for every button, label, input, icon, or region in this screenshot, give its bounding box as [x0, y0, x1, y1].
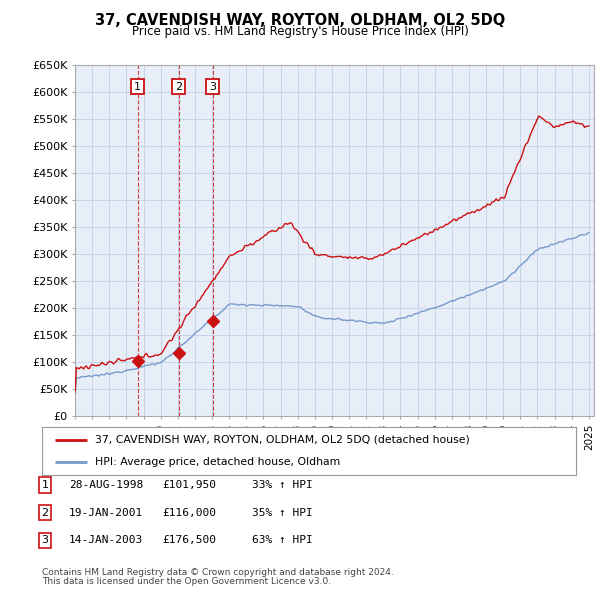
Text: 2: 2 — [175, 81, 182, 91]
Text: £116,000: £116,000 — [162, 508, 216, 517]
Text: £101,950: £101,950 — [162, 480, 216, 490]
Text: 37, CAVENDISH WAY, ROYTON, OLDHAM, OL2 5DQ: 37, CAVENDISH WAY, ROYTON, OLDHAM, OL2 5… — [95, 13, 505, 28]
Text: 63% ↑ HPI: 63% ↑ HPI — [252, 536, 313, 545]
Text: 3: 3 — [41, 536, 49, 545]
Text: 37, CAVENDISH WAY, ROYTON, OLDHAM, OL2 5DQ (detached house): 37, CAVENDISH WAY, ROYTON, OLDHAM, OL2 5… — [95, 435, 470, 445]
Text: 19-JAN-2001: 19-JAN-2001 — [69, 508, 143, 517]
Text: £176,500: £176,500 — [162, 536, 216, 545]
Text: 2: 2 — [41, 508, 49, 517]
Text: 14-JAN-2003: 14-JAN-2003 — [69, 536, 143, 545]
Text: 1: 1 — [41, 480, 49, 490]
Text: 1: 1 — [134, 81, 141, 91]
Text: 3: 3 — [209, 81, 216, 91]
Text: 33% ↑ HPI: 33% ↑ HPI — [252, 480, 313, 490]
Text: Contains HM Land Registry data © Crown copyright and database right 2024.: Contains HM Land Registry data © Crown c… — [42, 568, 394, 577]
Text: This data is licensed under the Open Government Licence v3.0.: This data is licensed under the Open Gov… — [42, 577, 331, 586]
Text: Price paid vs. HM Land Registry's House Price Index (HPI): Price paid vs. HM Land Registry's House … — [131, 25, 469, 38]
Text: HPI: Average price, detached house, Oldham: HPI: Average price, detached house, Oldh… — [95, 457, 341, 467]
Text: 28-AUG-1998: 28-AUG-1998 — [69, 480, 143, 490]
Text: 35% ↑ HPI: 35% ↑ HPI — [252, 508, 313, 517]
